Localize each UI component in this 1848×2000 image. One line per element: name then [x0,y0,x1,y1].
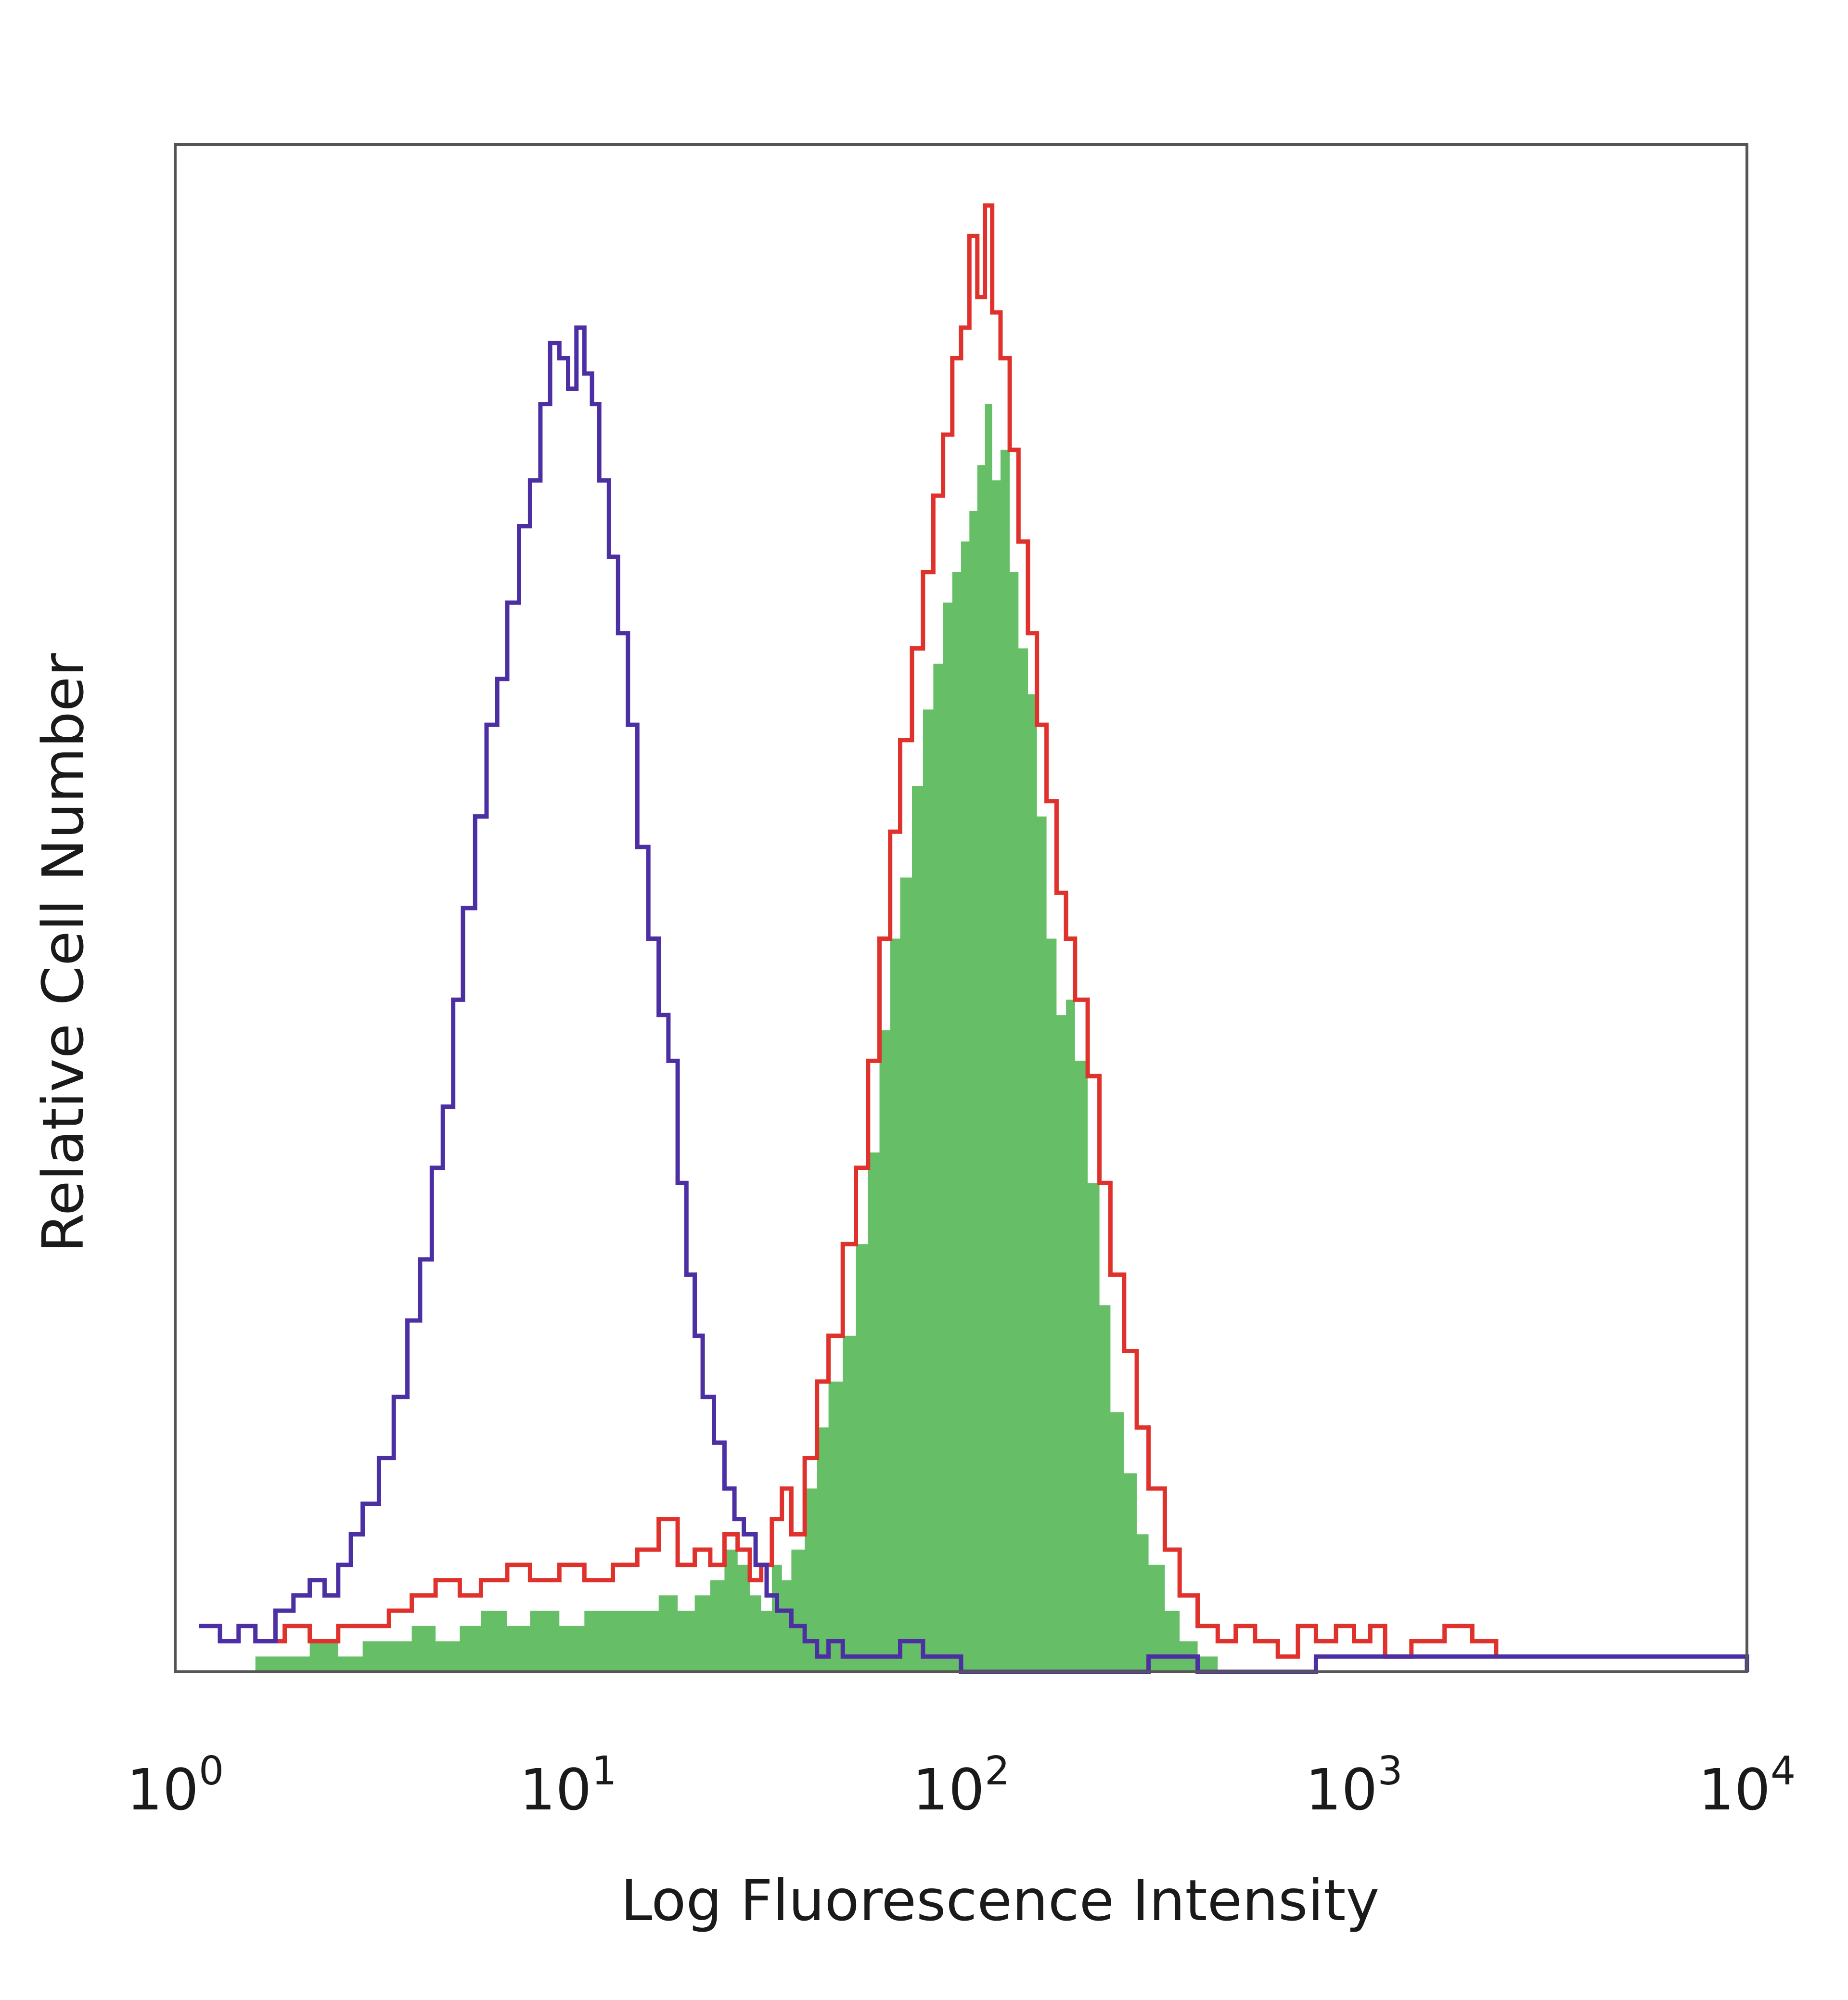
x-tick-label-4: 104 [1698,1748,1796,1823]
histogram-line-2 [199,325,1749,1674]
x-axis-title: Log Fluorescence Intensity [621,1867,1380,1934]
plot-frame [174,143,1748,1673]
filled-histogram-area [255,404,1218,1672]
x-tick-label-3: 103 [1305,1748,1402,1823]
histogram-line-1 [255,203,1499,1659]
series-layer [199,203,1749,1674]
x-tick-label-1: 101 [519,1748,616,1823]
x-tick-label-2: 102 [912,1748,1010,1823]
y-axis-title: Relative Cell Number [30,653,96,1253]
x-tick-labels: 100 101 102 103 104 [127,1748,1796,1823]
x-tick-label-0: 100 [127,1748,224,1823]
